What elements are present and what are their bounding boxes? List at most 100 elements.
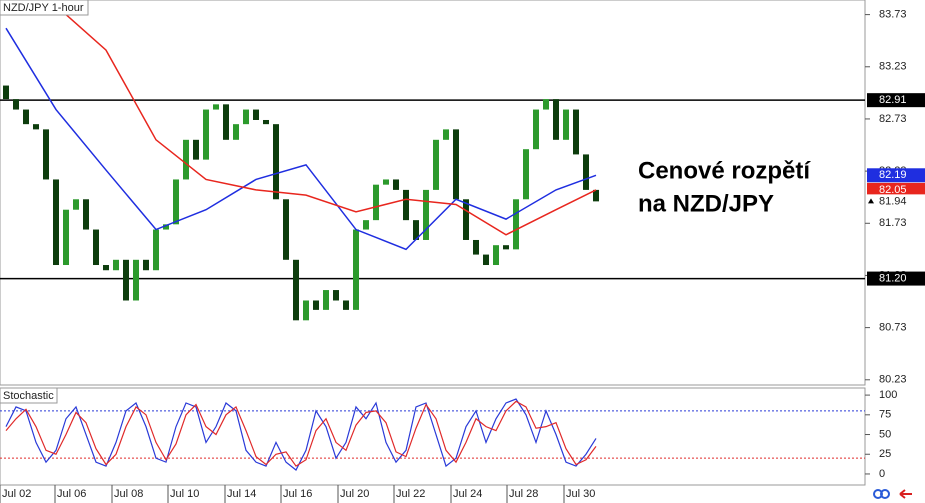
y-tick-label: 0 [879,468,885,480]
ma-label: 82.19 [879,169,907,181]
candle [443,129,449,140]
candle [283,199,289,260]
candle [573,109,579,155]
candle [273,124,279,200]
y-tick-label: 83.73 [879,9,907,21]
x-tick-label: Jul 14 [227,488,256,500]
candle [343,300,349,310]
x-tick-label: Jul 08 [114,488,143,500]
candle [493,245,499,266]
annotation: na NZD/JPY [638,190,774,217]
candle [483,254,489,266]
candle [473,239,479,255]
level-label-box [867,271,925,286]
candle [193,139,199,160]
candle [63,209,69,266]
ma-label-box [867,182,925,197]
candle [503,245,509,250]
level-label-box [867,93,925,108]
price-marker [868,198,874,204]
candle [73,199,79,210]
axes: 83.7383.2382.7382.2381.7381.2380.7380.23… [0,9,925,503]
candle [143,259,149,271]
candle [33,124,39,130]
candle [433,139,439,190]
candle [353,229,359,310]
candle [153,229,159,271]
candle [403,189,409,221]
candle [313,300,319,310]
x-tick-label: Jul 30 [566,488,595,500]
candle [423,189,429,240]
y-tick-label: 82.73 [879,113,907,125]
candle [203,109,209,160]
level-label: 82.91 [879,94,907,106]
y-tick-label: 100 [879,389,897,401]
title-box [0,0,89,16]
stochastic-line [5,400,597,467]
candle [123,259,129,301]
candle [363,220,369,230]
candle [553,99,559,140]
x-tick-label: Jul 16 [283,488,312,500]
candle [293,259,299,321]
candle [333,290,339,301]
ma-label: 82.05 [879,184,907,196]
candle [263,119,269,125]
candle [43,129,49,180]
x-tick-label: Jul 10 [170,488,199,500]
title-box [0,387,58,404]
x-tick-label: Jul 28 [509,488,538,500]
candle [223,104,229,140]
candle [163,224,169,230]
candle [183,139,189,180]
x-tick-label: Jul 24 [453,488,482,500]
toolbar-icons[interactable] [873,489,912,499]
candle [3,85,9,100]
candle [253,109,259,120]
candle [113,259,119,271]
candle [83,199,89,230]
x-tick-label: Jul 22 [396,488,425,500]
candle [133,259,139,301]
candle [23,109,29,125]
panel-title: Stochastic [3,390,54,402]
level-label: 81.20 [879,272,907,284]
ma-label-box [867,168,925,183]
x-tick-label: Jul 02 [2,488,31,500]
stochastic-plot [0,398,865,471]
candle [93,229,99,266]
price-panel [0,0,866,386]
y-tick-label: 50 [879,428,891,440]
y-tick-label: 80.23 [879,374,907,386]
candle [513,199,519,250]
y-tick-label: 81.73 [879,217,907,229]
candle [13,99,19,110]
candle [523,149,529,200]
candle [373,184,379,221]
candle [533,109,539,150]
y-tick-label: 80.73 [879,322,907,334]
y-tick-label: 75 [879,409,891,421]
candle [413,220,419,240]
candle [463,199,469,240]
y-tick-label: 83.23 [879,61,907,73]
price-label: 81.94 [879,195,907,207]
stochastic-panel [0,387,866,486]
annotation: Cenové rozpětí [638,157,811,184]
moving-average [5,27,597,251]
candle [173,179,179,225]
candle [243,109,249,125]
candle [233,124,239,140]
y-tick-label: 25 [879,448,891,460]
candle [593,189,599,202]
stochastic-line [5,398,597,471]
candle [543,99,549,110]
chart-title: NZD/JPY 1-hour [3,2,84,14]
x-tick-label: Jul 20 [340,488,369,500]
candle [103,265,109,271]
candle [563,109,569,140]
candle [583,154,589,190]
candle [53,179,59,266]
